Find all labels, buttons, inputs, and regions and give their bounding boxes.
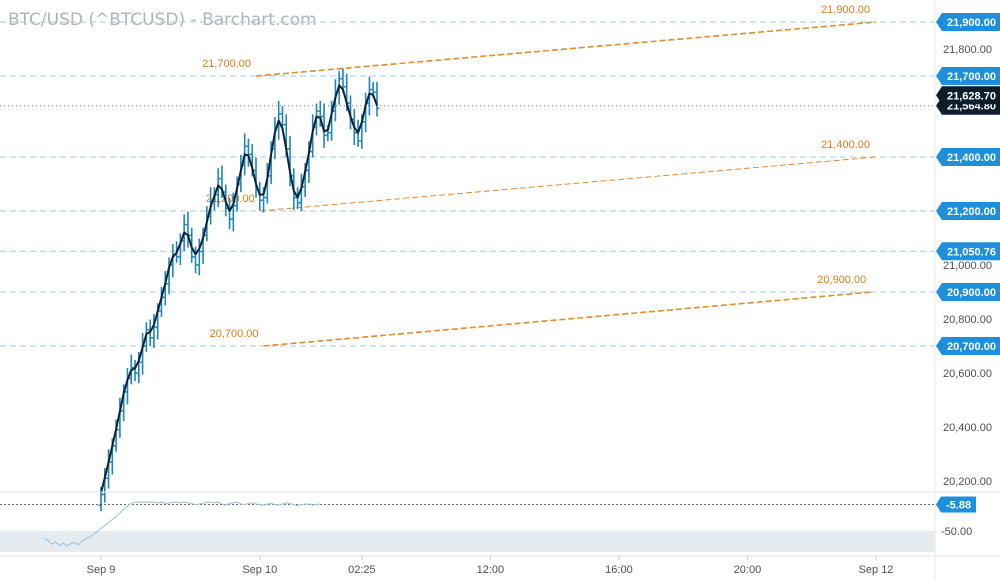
- badge-label: 20,900.00: [947, 287, 996, 299]
- trendline-start-label: 21,700.00: [202, 58, 251, 70]
- moving-average-layer: [100, 84, 378, 494]
- trendline-end-label: 21,400.00: [821, 139, 870, 151]
- price-axis[interactable]: 20,200.00 20,400.00 20,600.00 20,800.00 21,0…: [934, 0, 1000, 581]
- badge-shape: [936, 496, 976, 513]
- trendline-end-label: 21,900.00: [821, 4, 870, 16]
- time-axis[interactable]: Sep 9 Sep 10 02:25 12:00 16:00 20:00 Sep 12: [0, 555, 1000, 576]
- level-badge: 21,050.76: [936, 242, 1000, 261]
- badge-shape: [936, 148, 1000, 166]
- level-badge: 20,900.00: [936, 283, 1000, 301]
- trendline-start-label: 20,700.00: [210, 328, 259, 340]
- chart-watermark: BTC/USD (^BTCUSD) - Barchart.com: [8, 10, 317, 30]
- trendlines-layer[interactable]: 21,700.0021,900.0021,200.0021,400.0020,7…: [202, 4, 877, 347]
- badge-shape: [936, 283, 1000, 301]
- price-tick-label: 20,400.00: [943, 422, 992, 434]
- level-badge: 21,900.00: [936, 13, 1000, 31]
- oscillator-value-badge: -5.88: [936, 496, 976, 513]
- price-tick-label: 21,800.00: [943, 44, 992, 56]
- level-badge: 21,200.00: [936, 202, 1000, 220]
- ohlc-bar: [374, 81, 380, 117]
- trendline: [255, 21, 877, 77]
- trendline: [259, 156, 877, 212]
- badge-label: 21,400.00: [947, 152, 996, 164]
- time-tick-label: 20:00: [734, 564, 762, 576]
- time-tick-label: 02:25: [348, 564, 376, 576]
- badge-label: 21,200.00: [947, 206, 996, 218]
- badge-shape: [936, 67, 1000, 85]
- oscillator-line: [44, 501, 321, 547]
- time-tick-label: Sep 9: [87, 564, 116, 576]
- price-tick-label: 20,600.00: [943, 368, 992, 380]
- level-badge: 21,700.00: [936, 67, 1000, 85]
- badge-shape: [936, 242, 1000, 261]
- time-tick-label: 16:00: [605, 564, 633, 576]
- price-tick-label: 20,200.00: [943, 476, 992, 488]
- moving-average-line: [100, 84, 378, 494]
- price-guides-layer: [0, 21, 935, 347]
- badge-shape: [936, 86, 1000, 105]
- price-tick-label: 20,800.00: [943, 314, 992, 326]
- time-tick-label: 12:00: [477, 564, 505, 576]
- oscillator-value-label: -5.88: [946, 500, 971, 512]
- trendline-end-label: 20,900.00: [817, 274, 866, 286]
- badge-shape: [936, 202, 1000, 220]
- level-badge: 21,400.00: [936, 148, 1000, 166]
- badge-label: 21,900.00: [947, 17, 996, 29]
- last-price-badge: 21,628.70: [936, 86, 1000, 105]
- oscillator-band: [0, 531, 935, 552]
- badge-label: 21,700.00: [947, 71, 996, 83]
- badge-label: 21,628.70: [947, 90, 996, 102]
- badge-label: 21,050.76: [947, 246, 996, 258]
- time-tick-label: Sep 10: [242, 564, 277, 576]
- badge-shape: [936, 337, 1000, 355]
- price-tick-label: 21,000.00: [943, 260, 992, 272]
- level-badge: 20,700.00: [936, 337, 1000, 355]
- badge-shape: [936, 13, 1000, 31]
- trendline: [263, 291, 873, 347]
- time-tick-label: Sep 12: [859, 564, 894, 576]
- oscillator-pane: -50.00 -5.88: [0, 491, 1000, 552]
- badge-label: 20,700.00: [947, 341, 996, 353]
- oscillator-tick-label: -50.00: [941, 526, 972, 538]
